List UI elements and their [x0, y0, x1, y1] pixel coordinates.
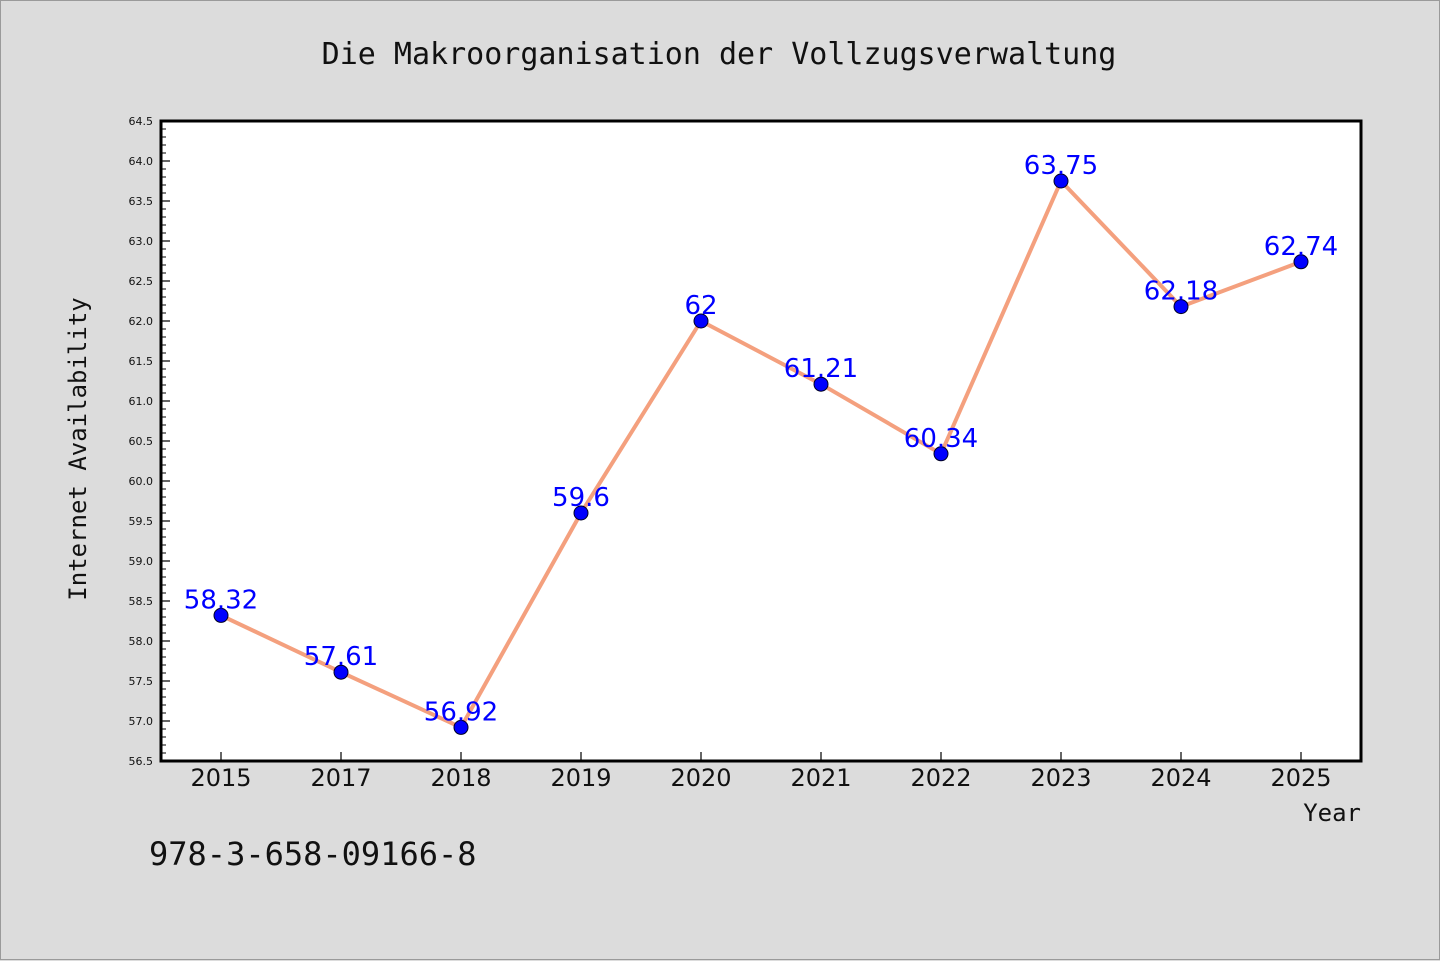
data-label: 59.6: [552, 483, 610, 513]
y-tick-label: 61.5: [129, 355, 154, 368]
plot-area: [159, 119, 1363, 763]
x-tick-label: 2025: [1270, 764, 1331, 792]
data-label: 62.74: [1264, 232, 1338, 262]
y-tick-label: 56.5: [129, 755, 154, 768]
y-tick-label: 57.0: [129, 715, 154, 728]
y-tick-label: 57.5: [129, 675, 154, 688]
chart-title: Die Makroorganisation der Vollzugsverwal…: [322, 37, 1117, 72]
y-tick-label: 64.5: [129, 115, 154, 128]
data-point: [813, 376, 829, 392]
x-tick-label: 2021: [790, 764, 851, 792]
x-tick-label: 2015: [190, 764, 251, 792]
x-tick-label: 2018: [430, 764, 491, 792]
x-axis-ticks: 2015 2017 2018 2019 2020 2021 2022 2023 2024 2025: [190, 752, 1332, 792]
data-label: 63.75: [1024, 151, 1098, 181]
y-tick-label: 60.0: [129, 475, 154, 488]
x-tick-label: 2019: [550, 764, 611, 792]
y-tick-label: 59.0: [129, 555, 154, 568]
data-label: 56.92: [424, 697, 498, 727]
data-point: [453, 719, 469, 735]
x-tick-label: 2022: [910, 764, 971, 792]
data-label: 57.61: [304, 642, 378, 672]
data-point: [1173, 299, 1189, 315]
series-line-group: [220, 179, 1302, 730]
y-tick-label: 58.5: [129, 595, 154, 608]
x-tick-label: 2017: [310, 764, 371, 792]
data-point: [333, 664, 349, 680]
y-tick-label: 64.0: [129, 155, 154, 168]
y-tick-label: 63.5: [129, 195, 154, 208]
x-tick-label: 2023: [1030, 764, 1091, 792]
data-point: [573, 505, 589, 521]
x-tick-label: 2024: [1150, 764, 1211, 792]
data-label: 61.21: [784, 354, 858, 384]
data-point: [1053, 173, 1069, 189]
y-tick-label: 58.0: [129, 635, 154, 648]
y-tick-label: 62.5: [129, 275, 154, 288]
x-axis-label: Year: [1303, 799, 1361, 827]
data-label: 58.32: [184, 585, 258, 615]
data-point: [933, 446, 949, 462]
data-labels-group: 58.32 57.61 56.92 59.6 62 61.21 60.34 63.75 62.1…: [184, 151, 1338, 727]
data-point: [693, 313, 709, 329]
data-label: 62.18: [1144, 277, 1218, 307]
x-tick-label: 2020: [670, 764, 731, 792]
y-tick-label: 60.5: [129, 435, 154, 448]
y-tick-label: 63.0: [129, 235, 154, 248]
data-label: 60.34: [904, 424, 978, 454]
y-axis-label: Internet Availability: [64, 297, 92, 600]
data-label: 62: [684, 291, 717, 321]
data-point: [213, 607, 229, 623]
y-tick-label: 59.5: [129, 515, 154, 528]
data-point: [1293, 254, 1309, 270]
series-points-group: [213, 173, 1309, 735]
y-tick-label: 62.0: [129, 315, 154, 328]
y-axis-ticks: 56.5 57.0 57.5 58.0 58.5 59.0 59.5 60.0 60.5 61.0…: [129, 115, 170, 768]
series-line: [220, 179, 1302, 730]
isbn-footer: 978-3-658-09166-8: [149, 835, 477, 873]
y-tick-label: 61.0: [129, 395, 154, 408]
